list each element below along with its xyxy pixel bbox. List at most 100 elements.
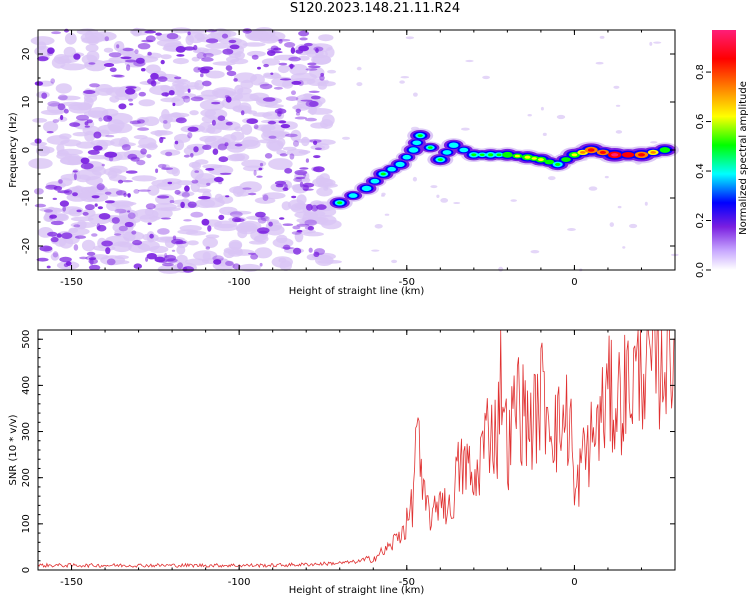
noise-patch-faint bbox=[262, 192, 286, 200]
noise-patch bbox=[182, 266, 195, 273]
noise-patch bbox=[313, 140, 318, 146]
noise-patch bbox=[285, 133, 298, 138]
noise-patch-faint bbox=[247, 34, 262, 39]
noise-patch-faint bbox=[296, 194, 307, 205]
noise-patch bbox=[164, 252, 168, 258]
noise-patch bbox=[171, 238, 184, 245]
noise-patch-faint bbox=[309, 212, 319, 223]
noise-patch bbox=[211, 119, 216, 126]
noise-patch-faint bbox=[324, 79, 329, 84]
noise-patch bbox=[205, 168, 215, 171]
noise-patch bbox=[60, 114, 64, 121]
noise-patch bbox=[180, 201, 185, 209]
noise-patch-faint bbox=[70, 221, 97, 229]
noise-patch bbox=[87, 149, 100, 155]
noise-patch bbox=[262, 97, 276, 102]
noise-patch bbox=[172, 102, 176, 107]
noise-patch-faint bbox=[212, 61, 236, 66]
track-point bbox=[538, 158, 544, 162]
noise-patch-faint bbox=[296, 218, 313, 223]
noise-patch bbox=[211, 101, 221, 105]
noise-patch bbox=[53, 185, 63, 191]
noise-patch-faint bbox=[629, 223, 638, 229]
noise-patch bbox=[177, 262, 183, 270]
noise-patch bbox=[258, 167, 263, 171]
noise-patch bbox=[52, 251, 59, 258]
noise-patch-faint bbox=[86, 50, 100, 63]
x-tick-label: 0 bbox=[571, 277, 577, 288]
noise-patch bbox=[49, 214, 57, 219]
noise-patch bbox=[101, 240, 113, 247]
noise-patch-faint bbox=[356, 82, 363, 87]
noise-patch bbox=[131, 230, 137, 235]
noise-patch bbox=[181, 191, 190, 198]
noise-patch bbox=[221, 33, 229, 39]
noise-patch bbox=[124, 221, 134, 228]
noise-patch-faint bbox=[371, 249, 380, 252]
noise-patch bbox=[52, 119, 59, 123]
noise-patch-faint bbox=[211, 87, 237, 98]
noise-patch-faint bbox=[107, 119, 125, 132]
noise-patch-faint bbox=[28, 158, 53, 169]
noise-patch-faint bbox=[482, 75, 490, 80]
noise-patch bbox=[234, 143, 243, 147]
track-point bbox=[555, 162, 561, 166]
noise-patch-faint bbox=[142, 116, 160, 126]
noise-patch bbox=[50, 78, 55, 84]
noise-patch-faint bbox=[229, 186, 247, 194]
noise-patch bbox=[187, 201, 197, 208]
track-point bbox=[389, 168, 395, 171]
noise-patch-faint bbox=[613, 85, 620, 89]
noise-patch-faint bbox=[237, 229, 248, 239]
noise-patch bbox=[127, 153, 138, 160]
noise-patch-faint bbox=[87, 107, 109, 119]
noise-patch bbox=[257, 66, 261, 70]
snr-line bbox=[37, 329, 675, 569]
noise-patch bbox=[105, 134, 115, 138]
y-tick-label: 100 bbox=[21, 514, 32, 533]
noise-patch bbox=[136, 159, 146, 166]
noise-patch-faint bbox=[160, 54, 172, 60]
noise-patch-faint bbox=[189, 110, 199, 116]
noise-patch bbox=[255, 211, 266, 218]
noise-patch bbox=[308, 90, 320, 94]
noise-patch bbox=[285, 96, 299, 101]
noise-patch-faint bbox=[315, 50, 328, 59]
y-tick-label: 0 bbox=[21, 147, 32, 153]
noise-patch bbox=[128, 103, 134, 106]
noise-patch-faint bbox=[57, 95, 81, 101]
noise-patch bbox=[187, 132, 193, 139]
noise-patch-faint bbox=[219, 206, 238, 216]
noise-patch bbox=[262, 194, 269, 201]
snr-panel: -150 -100 -50 0 0 100 200 300 400 500 Height of … bbox=[8, 329, 676, 596]
noise-patch bbox=[291, 90, 296, 95]
noise-patch bbox=[58, 94, 68, 101]
noise-patch-faint bbox=[207, 126, 216, 134]
noise-patch bbox=[253, 169, 257, 176]
noise-patch-faint bbox=[391, 259, 398, 264]
noise-patch bbox=[296, 229, 303, 233]
noise-patch-faint bbox=[254, 247, 273, 259]
noise-patch-faint bbox=[43, 121, 59, 133]
noise-patch-faint bbox=[650, 141, 658, 144]
noise-patch-faint bbox=[81, 239, 96, 252]
noise-patch bbox=[206, 38, 219, 44]
track-point bbox=[437, 158, 443, 162]
noise-patch-faint bbox=[321, 219, 342, 230]
noise-patch bbox=[270, 72, 274, 75]
noise-patch bbox=[199, 68, 210, 74]
noise-patch bbox=[129, 120, 141, 125]
noise-patch bbox=[298, 80, 304, 87]
noise-patch bbox=[101, 163, 106, 167]
noise-patch bbox=[315, 48, 319, 53]
track-point bbox=[524, 155, 531, 159]
noise-patch bbox=[145, 203, 156, 210]
noise-patch bbox=[161, 217, 171, 220]
noise-patch bbox=[190, 211, 204, 218]
noise-patch bbox=[126, 193, 131, 196]
noise-patch-faint bbox=[196, 188, 212, 193]
noise-patch-faint bbox=[234, 153, 250, 162]
track-point bbox=[599, 150, 607, 154]
noise-patch-faint bbox=[542, 132, 547, 136]
